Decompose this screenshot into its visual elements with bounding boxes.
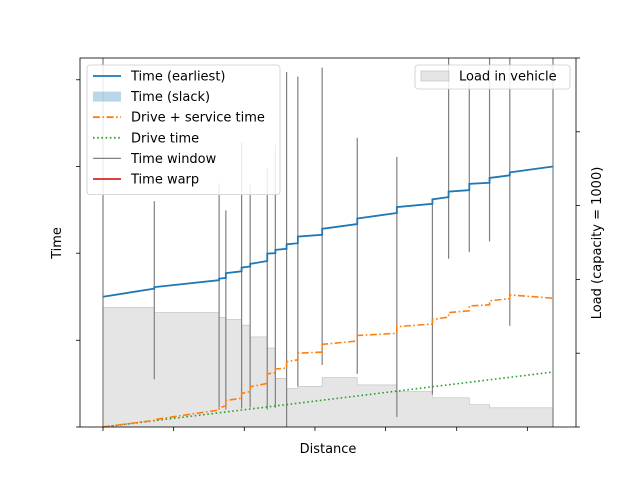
load-area-layer bbox=[102, 307, 554, 428]
legend-load: Load in vehicle bbox=[414, 64, 571, 90]
legend-label-warp: Time warp bbox=[130, 173, 199, 188]
y-axis-label: Time bbox=[50, 227, 65, 260]
series-line-layer bbox=[102, 165, 554, 428]
legend-load-frame bbox=[414, 64, 571, 90]
x-axis-label: Distance bbox=[300, 442, 357, 457]
time-window-layer bbox=[102, 58, 554, 427]
y2-axis-label: Load (capacity = 1000) bbox=[590, 167, 605, 320]
legend-label-drive: Drive time bbox=[131, 131, 199, 146]
legend-handle-slack bbox=[93, 91, 121, 102]
legend-label-drive_service: Drive + service time bbox=[131, 111, 265, 126]
tick-layer bbox=[76, 57, 580, 431]
legend-handle-load bbox=[420, 70, 450, 82]
legend-main: Time (earliest) Time (slack) Drive + servi… bbox=[86, 64, 281, 196]
legend-label-window: Time window bbox=[130, 152, 217, 167]
legend-label-earliest: Time (earliest) bbox=[130, 70, 226, 85]
axes-frame bbox=[79, 57, 577, 428]
legend-main-frame bbox=[86, 64, 281, 196]
drive-service-line bbox=[102, 294, 554, 428]
legend-label-slack: Time (slack) bbox=[130, 90, 210, 105]
legend-label-load: Load in vehicle bbox=[459, 70, 557, 85]
load-area bbox=[102, 307, 554, 428]
earliest-time-line bbox=[102, 165, 554, 298]
